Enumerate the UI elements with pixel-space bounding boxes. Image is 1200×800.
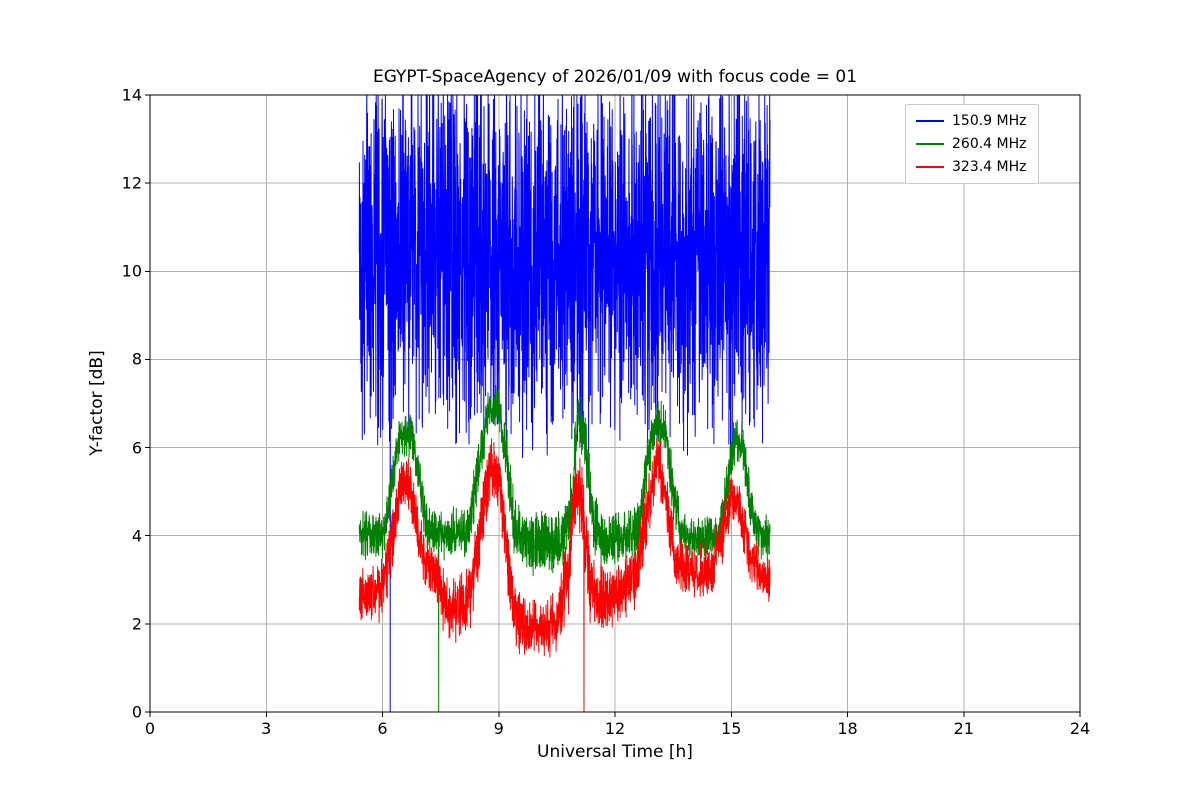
legend: 150.9 MHz 260.4 MHz 323.4 MHz: [905, 104, 1040, 184]
x-tick-label: 3: [261, 719, 272, 738]
x-axis-label: Universal Time [h]: [537, 742, 693, 762]
legend-label: 260.4 MHz: [952, 136, 1027, 152]
x-tick-label: 0: [144, 719, 156, 738]
legend-item: 150.9 MHz: [916, 113, 1026, 129]
y-tick-label: 12: [121, 173, 142, 193]
x-tick-label: 15: [721, 719, 742, 738]
x-tick-label: 12: [604, 719, 626, 738]
x-tick-label: 6: [377, 719, 388, 738]
x-tick-label: 18: [837, 719, 858, 738]
legend-item: 260.4 MHz: [916, 136, 1026, 152]
x-tick-label: 9: [493, 719, 504, 738]
legend-line-swatch: [916, 120, 944, 122]
legend-item: 323.4 MHz: [916, 159, 1026, 175]
legend-line-swatch: [916, 143, 944, 145]
series-line-150.9-mhz: [358, 95, 771, 712]
y-tick-label: 0: [131, 702, 142, 722]
legend-label: 150.9 MHz: [952, 113, 1027, 129]
tick-marks: [145, 94, 1081, 717]
y-tick-label: 2: [131, 614, 142, 634]
chart-title: EGYPT-SpaceAgency of 2026/01/09 with foc…: [372, 67, 858, 87]
series-line-323.4-mhz: [358, 438, 771, 712]
y-tick-label: 4: [131, 526, 142, 546]
y-tick-label: 14: [121, 85, 142, 105]
legend-line-swatch: [916, 166, 944, 168]
x-tick-label: 24: [1069, 719, 1091, 738]
y-tick-label: 10: [121, 261, 142, 281]
x-tick-label: 21: [953, 719, 974, 738]
legend-label: 323.4 MHz: [952, 159, 1027, 175]
series-line-260.4-mhz: [358, 385, 771, 712]
series-lines: [358, 95, 771, 712]
y-tick-label: 6: [131, 438, 142, 458]
y-tick-label: 8: [131, 349, 142, 369]
